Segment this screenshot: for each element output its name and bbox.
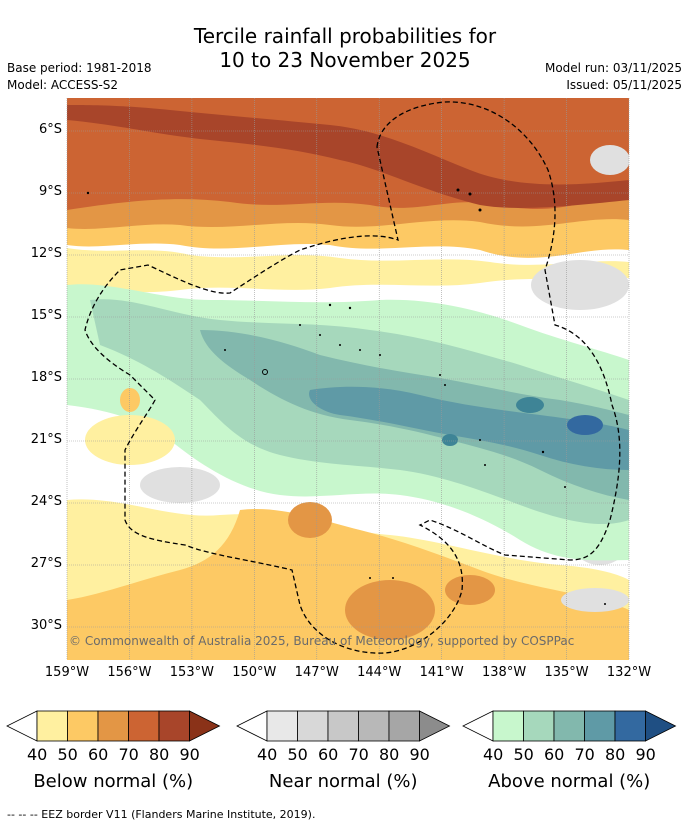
model-name: Model: ACCESS-S2 xyxy=(7,78,119,92)
map-title: Tercile rainfall probabilities for 10 to… xyxy=(0,24,690,72)
latitude-label: 12°S xyxy=(30,246,62,261)
colorbar-segment xyxy=(36,710,68,742)
colorbar-segment xyxy=(388,710,420,742)
longitude-label: 141°W xyxy=(419,665,464,680)
above-normal-70-blob xyxy=(442,434,458,446)
meta-right: Model run: 03/11/2025 Issued: 05/11/2025 xyxy=(545,60,682,94)
colorbar-title: Near normal (%) xyxy=(268,771,418,792)
colorbar-segment xyxy=(614,710,646,742)
colorbar-segment xyxy=(297,710,329,742)
longitude-label: 132°W xyxy=(606,665,652,680)
colorbar-extend-low xyxy=(236,710,268,742)
colorbar-tick-label: 90 xyxy=(635,745,656,764)
colorbar-tick-label: 50 xyxy=(57,745,78,764)
colorbar-tick-label: 50 xyxy=(513,745,534,764)
colorbar-tick-label: 80 xyxy=(149,745,170,764)
graticule xyxy=(66,98,630,660)
colorbar-extend-high xyxy=(189,710,221,742)
colorbar-segment xyxy=(553,710,585,742)
colorbar-tick-label: 60 xyxy=(318,745,339,764)
title-line-2: 10 to 23 November 2025 xyxy=(219,48,471,72)
longitude-label: 153°W xyxy=(169,665,214,680)
longitude-label: 144°W xyxy=(357,665,402,680)
title-line-1: Tercile rainfall probabilities for xyxy=(193,24,497,48)
latitude-label: 30°S xyxy=(30,618,62,633)
islands xyxy=(86,188,606,605)
below-normal-west-orange xyxy=(120,388,140,412)
near-normal-patch xyxy=(140,467,220,503)
colorbar-tick-label: 40 xyxy=(27,745,48,764)
eez-legend-footer: -- -- -- EEZ border V11 (Flanders Marine… xyxy=(7,808,316,821)
above-normal-70 xyxy=(309,386,629,470)
below-normal-south-60 xyxy=(345,580,435,640)
above-normal-80 xyxy=(567,415,603,435)
below-normal-north-yellow xyxy=(67,248,629,293)
colorbar-extend-low xyxy=(6,710,38,742)
near-normal-south-patch xyxy=(561,588,629,612)
model-run: Model run: 03/11/2025 xyxy=(544,61,682,75)
colorbar-extend-high xyxy=(645,710,677,742)
issued-date: Issued: 05/11/2025 xyxy=(566,78,682,92)
colorbar-segment xyxy=(67,710,99,742)
meta-left: Base period: 1981-2018 Model: ACCESS-S2 xyxy=(7,60,152,94)
colorbar-tick-label: 70 xyxy=(348,745,369,764)
longitude-label: 135°W xyxy=(544,665,589,680)
below-normal-south-50 xyxy=(67,509,629,660)
latitude-label: 24°S xyxy=(30,494,62,509)
latitude-label: 6°S xyxy=(38,122,62,137)
colorbar-tick-label: 60 xyxy=(88,745,109,764)
base-period: Base period: 1981-2018 xyxy=(7,61,152,75)
colorbar-segment xyxy=(327,710,359,742)
colorbar-segment xyxy=(97,710,129,742)
colorbars xyxy=(6,710,677,742)
longitude-label: 147°W xyxy=(294,665,339,680)
colorbar-extend-high xyxy=(419,710,451,742)
colorbar-segment xyxy=(266,710,298,742)
longitude-label: 156°W xyxy=(107,665,152,680)
colorbar-title: Below normal (%) xyxy=(33,771,194,792)
colorbar-title: Above normal (%) xyxy=(488,771,651,792)
near-normal-patch xyxy=(531,260,629,310)
eez-border xyxy=(84,101,621,654)
latitude-label: 21°S xyxy=(30,432,62,447)
colorbar-tick-label: 70 xyxy=(574,745,595,764)
colorbar-tick-label: 40 xyxy=(483,745,504,764)
latitude-label: 9°S xyxy=(38,184,62,199)
longitude-label: 138°W xyxy=(482,665,527,680)
below-normal-south-60 xyxy=(445,575,495,605)
latitude-label: 27°S xyxy=(30,556,62,571)
colorbar-tick-label: 60 xyxy=(544,745,565,764)
copyright-text: © Commonwealth of Australia 2025, Bureau… xyxy=(69,634,575,648)
below-normal-west-yellow xyxy=(85,415,175,465)
colorbar-tick-label: 70 xyxy=(118,745,139,764)
colorbar-tick-label: 80 xyxy=(379,745,400,764)
below-normal-south-60 xyxy=(288,502,332,538)
above-normal-70-blob xyxy=(516,397,544,413)
longitude-label: 150°W xyxy=(232,665,277,680)
colorbar-segment xyxy=(584,710,616,742)
colorbar-segment xyxy=(158,710,190,742)
colorbar-tick-label: 90 xyxy=(409,745,430,764)
near-normal-patch xyxy=(590,145,629,175)
colorbar-segment xyxy=(128,710,160,742)
colorbar-tick-label: 40 xyxy=(257,745,278,764)
colorbar-segment xyxy=(492,710,524,742)
probability-field xyxy=(67,98,629,660)
colorbar-segment xyxy=(358,710,390,742)
colorbar-segment xyxy=(523,710,555,742)
colorbar-tick-label: 50 xyxy=(287,745,308,764)
colorbar-extend-low xyxy=(462,710,494,742)
latitude-label: 18°S xyxy=(30,370,62,385)
colorbar-tick-label: 90 xyxy=(179,745,200,764)
latitude-label: 15°S xyxy=(30,308,62,323)
longitude-label: 159°W xyxy=(44,665,90,680)
colorbar-tick-label: 80 xyxy=(605,745,626,764)
